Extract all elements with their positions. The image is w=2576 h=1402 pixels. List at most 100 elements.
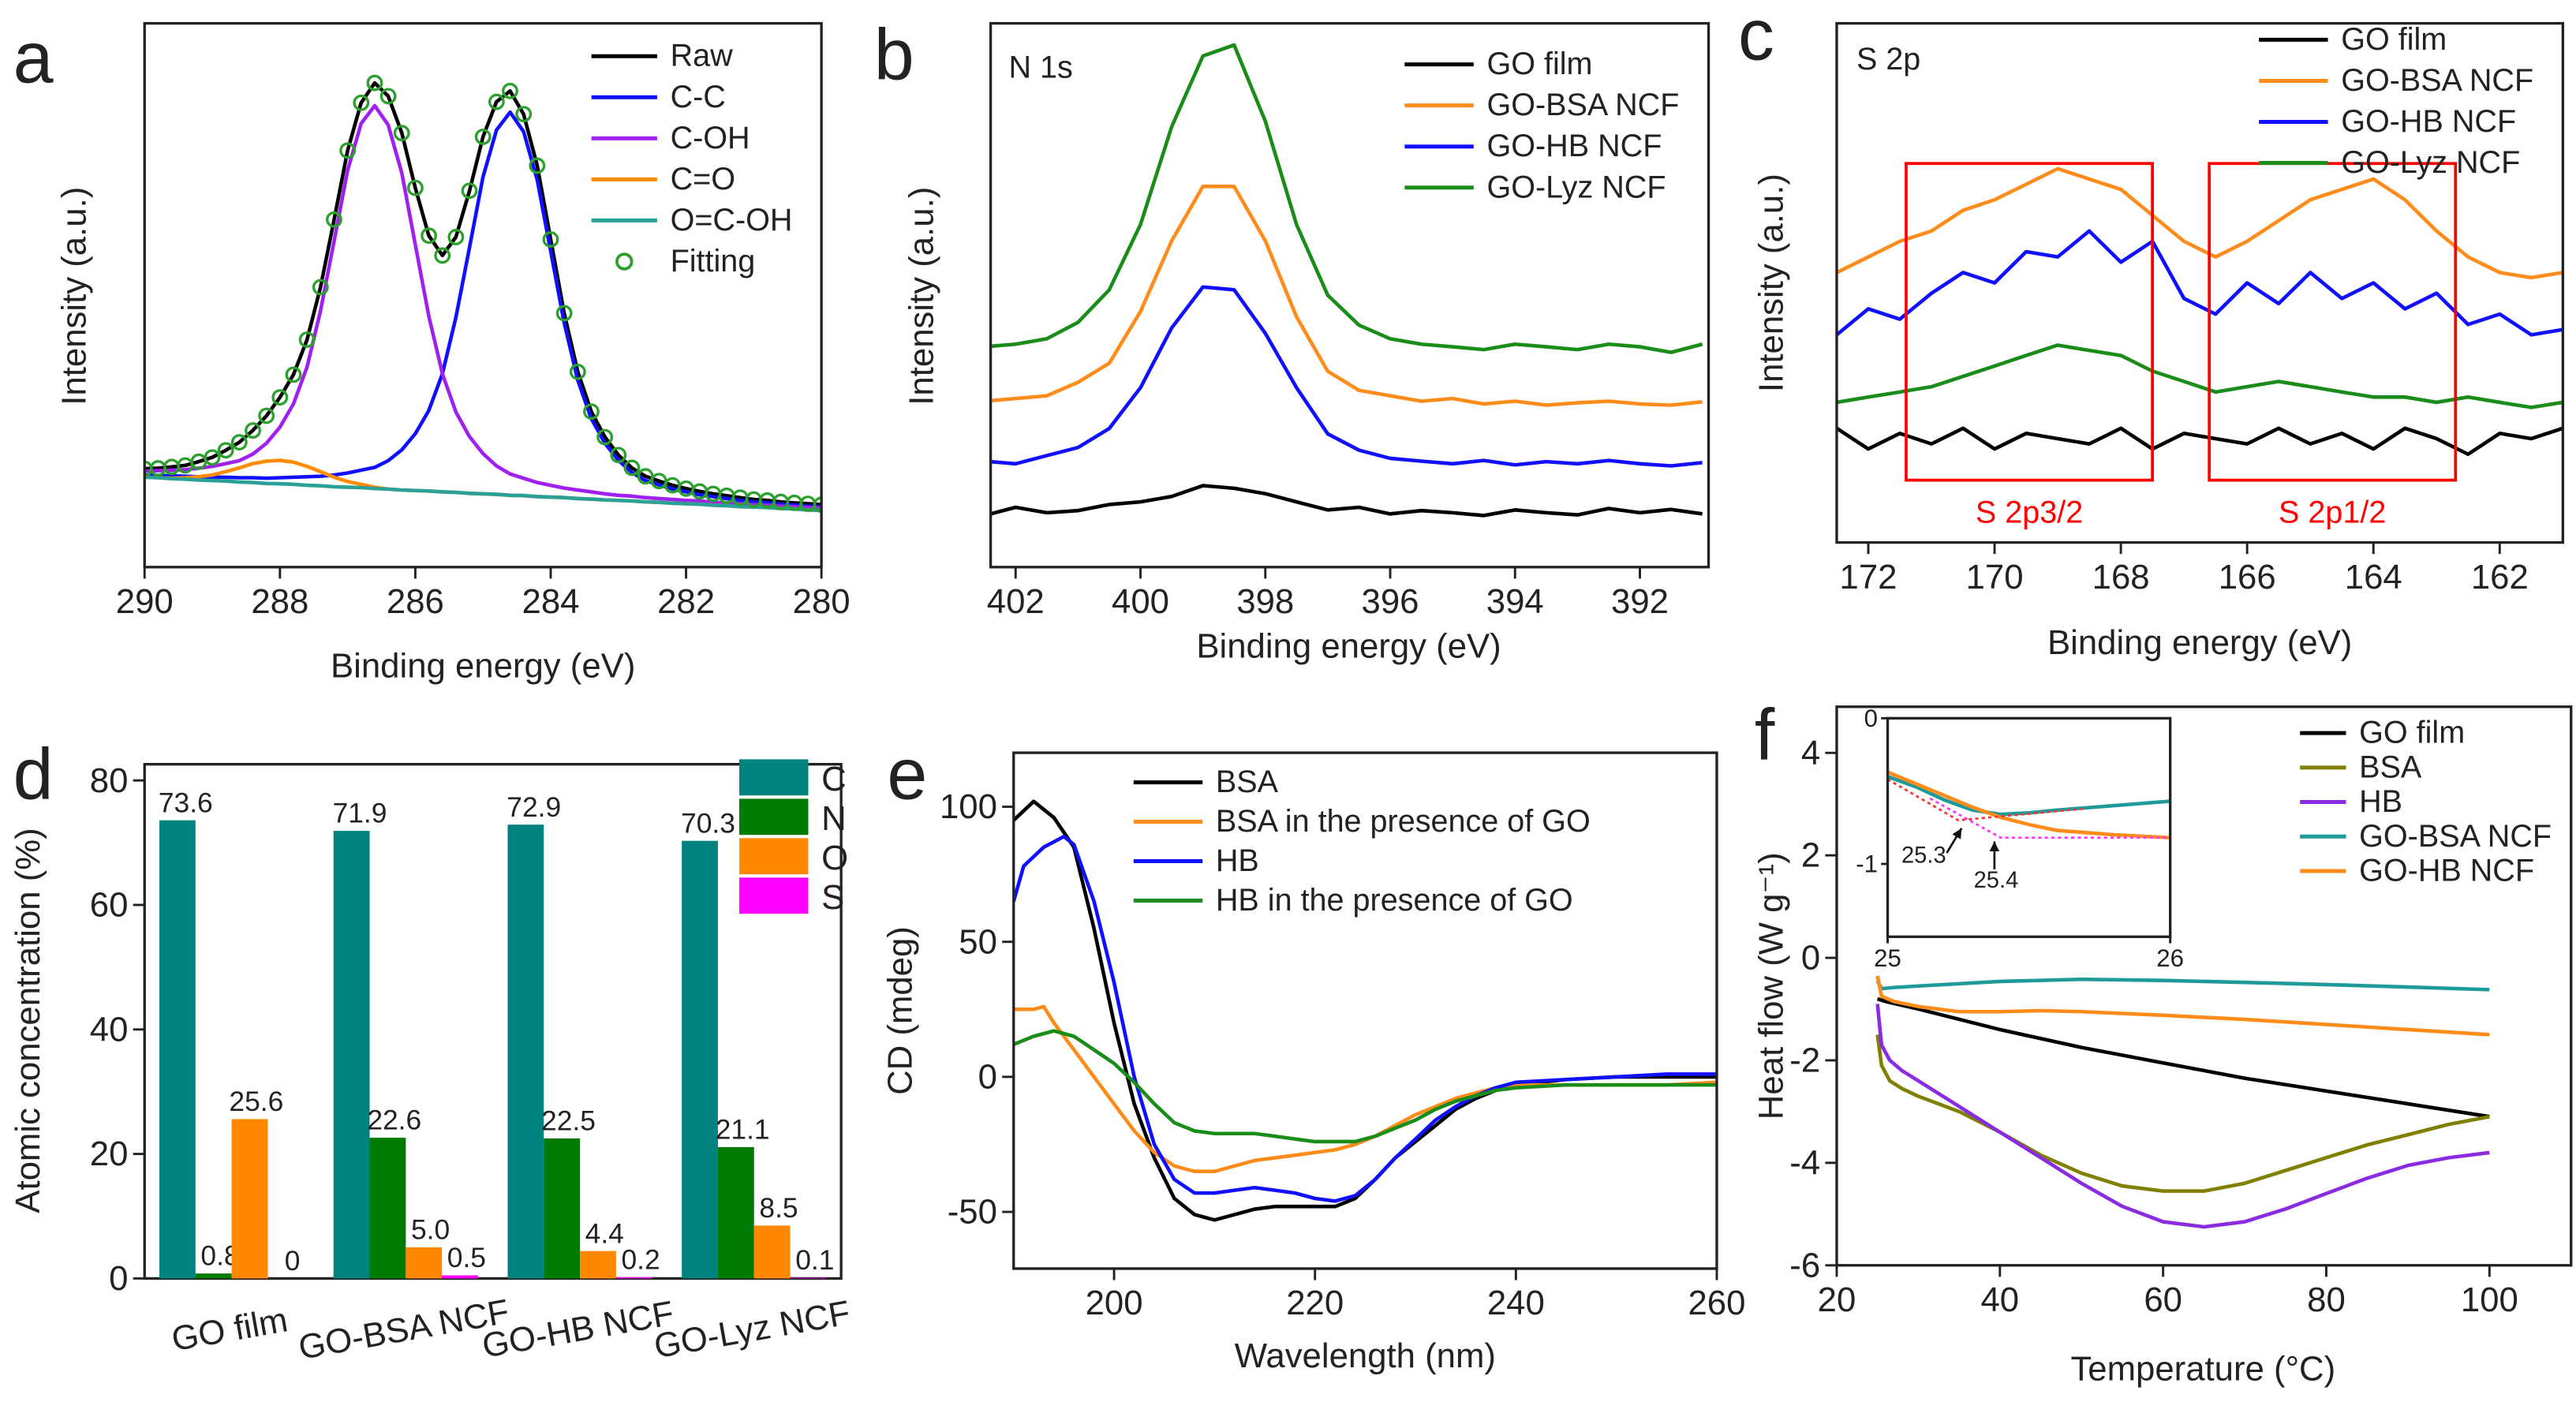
legend-label: GO film: [2341, 22, 2447, 57]
region-label: S 2p1/2: [2279, 495, 2386, 530]
bar-o-2: [580, 1251, 616, 1279]
bar-value-label: 0: [285, 1246, 301, 1277]
legend-item: C-C: [591, 80, 726, 114]
x-axis-label: Binding energy (eV): [1196, 626, 1501, 665]
y-axis-label: Intensity (a.u.): [54, 187, 93, 406]
y-axis-label: Atomic concentration (%): [9, 828, 47, 1213]
fitting-series: [144, 74, 822, 514]
y-tick-label: 0: [1864, 705, 1878, 732]
bar-o-3: [753, 1225, 791, 1279]
legend-label: C-OH: [671, 121, 750, 155]
legend-swatch: [739, 838, 809, 875]
bar-value-label: 25.6: [229, 1086, 283, 1117]
plot-frame: [1835, 21, 2565, 544]
region-label: S 2p3/2: [1976, 495, 2083, 530]
bar-c-1: [333, 831, 370, 1279]
fitting-point: [245, 422, 261, 439]
fitting-point: [230, 434, 248, 451]
legend-item: HB: [2300, 784, 2402, 819]
x-tick-label: 200: [1086, 1284, 1143, 1322]
legend-item: C: [739, 759, 847, 798]
y-tick-label: 4: [1801, 734, 1820, 772]
legend-item: C=O: [591, 162, 735, 196]
x-tick-label: 25: [1874, 944, 1901, 972]
panel-label: b: [874, 14, 914, 95]
y-tick-label: -50: [948, 1193, 997, 1232]
figure-panels: a Binding energy (eV) Intensity (a.u.) 290 2…: [9, 0, 2573, 1389]
x-tick-label: 286: [387, 582, 444, 621]
x-tick-label: 290: [116, 582, 174, 621]
x-tick-label: 282: [657, 582, 715, 621]
bar-s-3: [790, 1277, 827, 1279]
y-tick-label: 2: [1801, 836, 1820, 875]
plot-area: [1875, 975, 2490, 1229]
legend-swatch: [739, 798, 809, 836]
fitting-point: [542, 231, 559, 248]
legend-label: N: [821, 799, 847, 838]
legend-label: BSA in the presence of GO: [1216, 804, 1591, 839]
legend-label: GO-BSA NCF: [2359, 819, 2552, 854]
bar-value-label: 22.5: [541, 1105, 596, 1136]
bar-c-0: [159, 820, 196, 1279]
legend-label: C: [821, 760, 847, 798]
y-axis-label: Heat flow (W g⁻¹): [1752, 852, 1790, 1120]
legend-label: GO-Lyz NCF: [1486, 170, 1666, 204]
bar-n-0: [195, 1273, 232, 1279]
x-tick-label: 260: [1688, 1284, 1745, 1322]
fitting-point: [461, 182, 478, 200]
fitting-point: [353, 94, 370, 111]
legend-item: BSA: [2300, 750, 2422, 784]
bar-value-label: 8.5: [759, 1193, 798, 1224]
legend-label: Raw: [671, 39, 734, 73]
y-tick-label: -1: [1856, 850, 1878, 877]
bar-value-label: 4.4: [585, 1218, 624, 1249]
y-axis-label: Intensity (a.u.): [1752, 174, 1790, 392]
panel-label: d: [13, 734, 54, 814]
legend-item: GO-Lyz NCF: [1404, 170, 1666, 204]
legend-item: S: [739, 877, 844, 917]
x-tick-label: 284: [522, 582, 580, 621]
x-axis-label: Temperature (°C): [2070, 1350, 2335, 1389]
fitting-point: [339, 142, 357, 159]
legend-label: GO-HB NCF: [2341, 104, 2516, 139]
legend-label: GO-BSA NCF: [2341, 63, 2533, 98]
legend-label: GO film: [1486, 47, 1592, 81]
legend-item: GO-HB NCF: [1404, 129, 1662, 163]
panel-b: b Binding energy (eV) Intensity (a.u.) N 1s…: [874, 14, 1710, 665]
legend-label: O: [821, 839, 848, 877]
hb-in-the-presence-of-go-series: [1013, 1029, 1717, 1144]
fitting-point: [312, 279, 329, 296]
legend-item: GO-BSA NCF: [2259, 63, 2533, 98]
bar-n-2: [544, 1138, 581, 1279]
plot-frame: [1012, 751, 1718, 1270]
fitting-point: [502, 82, 518, 99]
legend-item: O=C-OH: [591, 203, 792, 237]
legend-item: GO film: [2259, 22, 2447, 57]
curve-series: [1886, 778, 2086, 822]
legend-item: GO-BSA NCF: [2300, 819, 2552, 854]
legend-label: Fitting: [671, 244, 756, 279]
legend-swatch: [739, 877, 809, 914]
bar-value-label: 70.3: [681, 808, 735, 839]
plot-frame: [1835, 705, 2573, 1267]
c-c-series: [144, 110, 822, 509]
panel-label: e: [887, 734, 927, 814]
x-tick-label: 396: [1362, 582, 1419, 621]
bar-value-label: 73.6: [159, 787, 213, 818]
curve-series: [1886, 775, 2170, 817]
fitting-point: [421, 227, 437, 245]
x-tick-label: 402: [987, 582, 1045, 621]
y-tick-label: 0: [1801, 939, 1820, 978]
y-tick-label: 0: [109, 1259, 128, 1298]
legend-label: C=O: [671, 162, 735, 196]
fitting-point: [583, 403, 600, 421]
legend-label: HB: [2359, 784, 2402, 819]
panel-a: a Binding energy (eV) Intensity (a.u.) 290 2…: [13, 18, 851, 686]
fitting-point: [379, 88, 397, 105]
bar-value-label: 0.2: [621, 1244, 660, 1275]
spectrum-region-label: S 2p: [1856, 42, 1920, 77]
x-tick-label: 26: [2156, 944, 2184, 972]
bar-s-2: [615, 1277, 652, 1279]
fitting-point: [217, 442, 234, 459]
